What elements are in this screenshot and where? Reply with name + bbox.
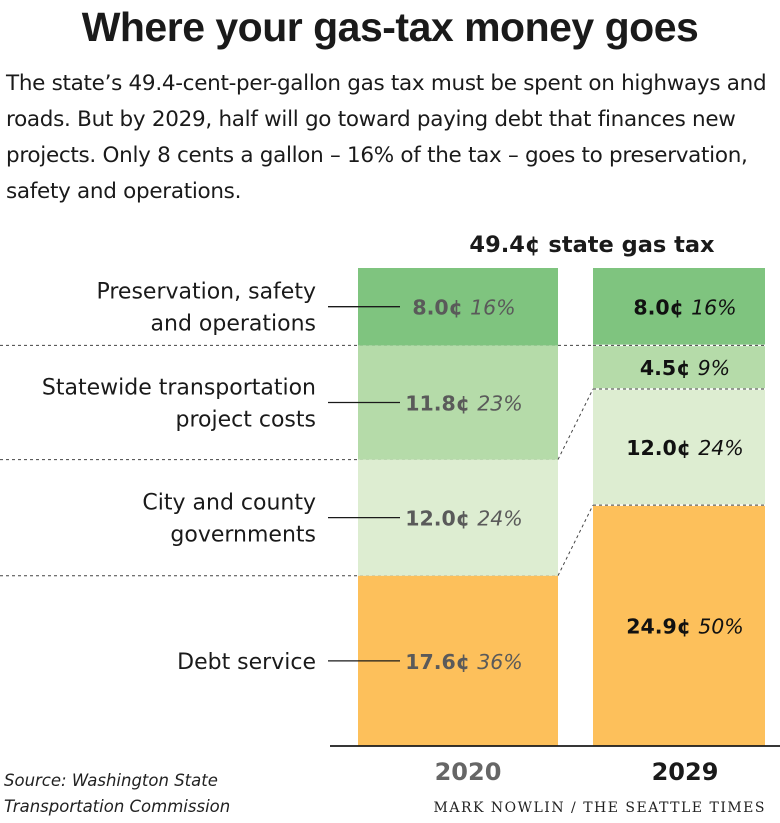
value-percent: 16% [691, 296, 737, 320]
value-amount: 8.0¢ [633, 296, 691, 320]
category-label: Preservation, safety [96, 280, 316, 305]
chart-title: 49.4¢ state gas tax [469, 232, 715, 258]
value-amount: 8.0¢ [412, 296, 470, 320]
category-label: governments [170, 523, 316, 548]
value-amount: 12.0¢ [405, 507, 477, 531]
value-label: 24.9¢ 50% [626, 615, 744, 639]
source-line-1: Source: Washington State [4, 771, 218, 790]
value-label: 4.5¢ 9% [640, 356, 730, 380]
value-amount: 4.5¢ [640, 356, 698, 380]
x-axis: 2020 2029 [330, 745, 780, 786]
bar-2029-1 [593, 388, 765, 506]
value-amount: 11.8¢ [405, 391, 477, 415]
category-label: Debt service [177, 650, 316, 675]
category-labels: Debt service City and county governments St… [42, 280, 400, 675]
category-label: Statewide transportation [42, 375, 316, 400]
category-label: City and county [142, 491, 316, 516]
category-label: and operations [151, 312, 316, 337]
page-title: Where your gas-tax money goes [81, 4, 699, 50]
value-amount: 17.6¢ [405, 650, 477, 674]
connectors [557, 344, 765, 576]
connector-line [557, 388, 594, 460]
bar-2029-0 [593, 505, 765, 746]
bar-2029-2 [593, 345, 765, 389]
value-label: 12.0¢ 24% [626, 436, 744, 460]
value-percent: 50% [698, 615, 744, 639]
source-line-2: Transportation Commission [4, 797, 231, 816]
connector-line [557, 504, 594, 576]
value-amount: 24.9¢ [626, 615, 698, 639]
value-label: 8.0¢ 16% [412, 296, 515, 320]
value-percent: 24% [477, 507, 523, 531]
value-label: 12.0¢ 24% [405, 507, 523, 531]
value-percent: 9% [698, 356, 731, 380]
credit: MARK NOWLIN / THE SEATTLE TIMES [433, 800, 766, 816]
x-tick-label-2029: 2029 [652, 758, 719, 786]
x-tick-label-2020: 2020 [435, 758, 502, 786]
source-note: Source: Washington State Transportation … [4, 768, 230, 820]
value-percent: 24% [698, 436, 744, 460]
value-amount: 12.0¢ [626, 436, 698, 460]
value-percent: 23% [477, 391, 523, 415]
value-percent: 16% [470, 296, 516, 320]
bar-2029-3 [593, 268, 765, 346]
value-label: 8.0¢ 16% [633, 296, 736, 320]
subtitle: The state’s 49.4-cent-per-gallon gas tax… [6, 71, 767, 204]
value-label: 11.8¢ 23% [405, 391, 523, 415]
value-percent: 36% [477, 650, 523, 674]
category-label: project costs [176, 407, 316, 432]
value-labels: 17.6¢ 36%24.9¢ 50%12.0¢ 24%12.0¢ 24%11.8… [405, 296, 744, 674]
value-label: 17.6¢ 36% [405, 650, 523, 674]
